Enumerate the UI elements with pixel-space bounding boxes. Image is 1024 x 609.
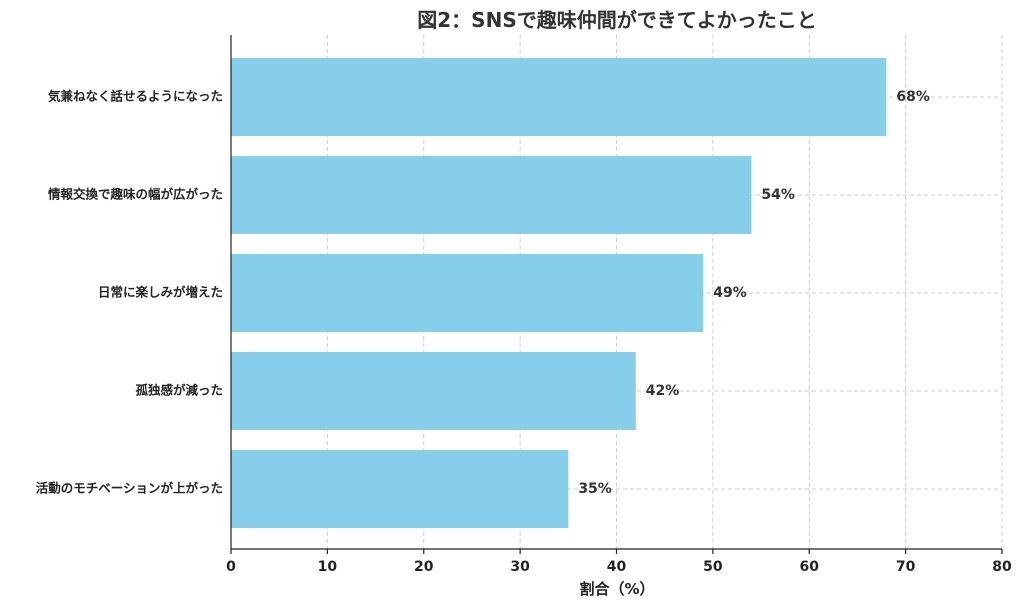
x-tick-label: 0 (226, 559, 236, 575)
x-tick-label: 50 (703, 559, 723, 575)
data-label: 54% (761, 187, 795, 203)
x-tick-label: 70 (896, 559, 916, 575)
x-tick-labels: 0 10 20 30 40 50 60 70 80 (226, 559, 1012, 575)
bar (231, 58, 887, 136)
axes (230, 35, 1003, 554)
data-label: 49% (713, 285, 747, 301)
category-label: 活動のモチベーションが上がった (36, 481, 223, 496)
bar (231, 450, 569, 528)
bar (231, 254, 704, 332)
x-tick-label: 80 (992, 559, 1012, 575)
bar (231, 352, 636, 430)
category-label: 情報交換で趣味の幅が広がった (48, 187, 223, 202)
value-labels: 68% 54% 49% 42% 35% (578, 89, 930, 497)
x-axis-label: 割合（%） (579, 580, 654, 598)
bars (231, 58, 887, 528)
chart-title: 図2：SNSで趣味仲間ができてよかったこと (417, 8, 816, 32)
x-tick-label: 40 (607, 559, 627, 575)
x-tick-label: 10 (318, 559, 338, 575)
category-label: 孤独感が減った (135, 383, 223, 398)
data-label: 35% (578, 481, 612, 497)
bar (231, 156, 752, 234)
x-tick-label: 60 (800, 559, 820, 575)
category-label: 気兼ねなく話せるようになった (48, 89, 223, 104)
category-label: 日常に楽しみが増えた (98, 285, 223, 300)
x-tick-label: 30 (510, 559, 530, 575)
data-label: 68% (896, 89, 930, 105)
data-label: 42% (646, 383, 680, 399)
category-labels: 気兼ねなく話せるようになった情報交換で趣味の幅が広がった日常に楽しみが増えた孤独… (36, 89, 223, 496)
x-tick-label: 20 (414, 559, 434, 575)
